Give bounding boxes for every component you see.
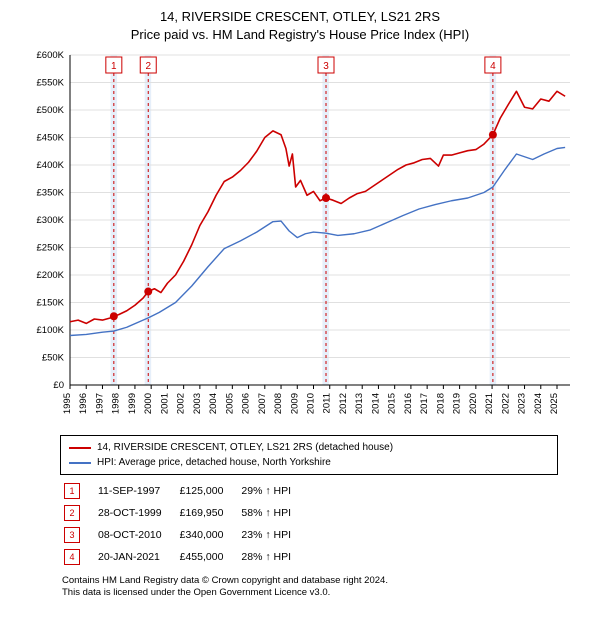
legend-item: HPI: Average price, detached house, Nort… [69, 455, 549, 470]
sale-price: £340,000 [180, 525, 240, 545]
sales-table: 1 11-SEP-1997£125,00029% ↑ HPI 2 28-OCT-199… [62, 479, 309, 569]
sale-price: £455,000 [180, 547, 240, 567]
svg-text:1: 1 [111, 61, 117, 72]
svg-text:£50K: £50K [42, 353, 65, 364]
legend-box: 14, RIVERSIDE CRESCENT, OTLEY, LS21 2RS … [60, 435, 558, 475]
marker-box-icon: 3 [64, 527, 80, 543]
svg-text:2: 2 [145, 61, 151, 72]
sale-delta: 23% ↑ HPI [241, 525, 307, 545]
price-chart: £0 £50K £100K £150K £200K £250K £300K £350K £400… [20, 49, 580, 429]
table-row: 4 20-JAN-2021£455,00028% ↑ HPI [64, 547, 307, 567]
svg-text:£350K: £350K [37, 188, 65, 199]
svg-text:£450K: £450K [37, 133, 65, 144]
svg-text:2022: 2022 [500, 393, 511, 414]
svg-text:2011: 2011 [322, 393, 333, 413]
svg-text:2025: 2025 [549, 393, 560, 414]
svg-text:2016: 2016 [403, 393, 414, 414]
svg-text:2009: 2009 [289, 393, 300, 414]
svg-text:2021: 2021 [484, 393, 495, 414]
svg-text:2001: 2001 [159, 393, 170, 414]
svg-text:£300K: £300K [37, 215, 65, 226]
sale-price: £125,000 [180, 481, 240, 501]
title-address: 14, RIVERSIDE CRESCENT, OTLEY, LS21 2RS [4, 8, 596, 26]
sale-date: 20-JAN-2021 [98, 547, 178, 567]
svg-text:2020: 2020 [468, 393, 479, 414]
sale-date: 11-SEP-1997 [98, 481, 178, 501]
svg-text:£250K: £250K [37, 243, 65, 254]
svg-text:2018: 2018 [435, 393, 446, 414]
footer-line: This data is licensed under the Open Gov… [62, 587, 596, 599]
svg-text:2002: 2002 [176, 393, 187, 414]
svg-text:2023: 2023 [517, 393, 528, 414]
svg-text:£150K: £150K [37, 298, 65, 309]
svg-text:2019: 2019 [452, 393, 463, 414]
sale-delta: 29% ↑ HPI [241, 481, 307, 501]
legend-swatch [69, 462, 91, 464]
svg-text:1996: 1996 [78, 393, 89, 414]
svg-text:£600K: £600K [37, 50, 65, 61]
sale-marker: 4 [64, 547, 96, 567]
svg-text:2013: 2013 [354, 393, 365, 414]
svg-text:£550K: £550K [37, 78, 65, 89]
sale-delta: 28% ↑ HPI [241, 547, 307, 567]
svg-text:2015: 2015 [387, 393, 398, 414]
sale-marker: 3 [64, 525, 96, 545]
svg-text:1999: 1999 [127, 393, 138, 414]
legend-label: HPI: Average price, detached house, Nort… [97, 455, 331, 470]
svg-text:2024: 2024 [533, 393, 544, 414]
sale-marker: 2 [64, 503, 96, 523]
svg-text:4: 4 [490, 61, 496, 72]
svg-text:£100K: £100K [37, 325, 65, 336]
svg-text:2003: 2003 [192, 393, 203, 414]
svg-text:2012: 2012 [338, 393, 349, 414]
marker-box-icon: 2 [64, 505, 80, 521]
marker-box-icon: 1 [64, 483, 80, 499]
sale-date: 28-OCT-1999 [98, 503, 178, 523]
svg-text:£200K: £200K [37, 270, 65, 281]
svg-text:2014: 2014 [370, 393, 381, 414]
sale-marker: 1 [64, 481, 96, 501]
svg-text:2004: 2004 [208, 393, 219, 414]
legend-swatch [69, 447, 91, 449]
chart-title: 14, RIVERSIDE CRESCENT, OTLEY, LS21 2RS … [4, 8, 596, 43]
legend-item: 14, RIVERSIDE CRESCENT, OTLEY, LS21 2RS … [69, 440, 549, 455]
svg-text:£0: £0 [53, 380, 64, 391]
svg-text:£500K: £500K [37, 105, 65, 116]
svg-text:2017: 2017 [419, 393, 430, 414]
svg-text:2005: 2005 [224, 393, 235, 414]
footer-line: Contains HM Land Registry data © Crown c… [62, 575, 596, 587]
footer-attribution: Contains HM Land Registry data © Crown c… [62, 575, 596, 600]
sale-delta: 58% ↑ HPI [241, 503, 307, 523]
table-row: 1 11-SEP-1997£125,00029% ↑ HPI [64, 481, 307, 501]
svg-text:3: 3 [323, 61, 329, 72]
marker-box-icon: 4 [64, 549, 80, 565]
legend-label: 14, RIVERSIDE CRESCENT, OTLEY, LS21 2RS … [97, 440, 393, 455]
sale-date: 08-OCT-2010 [98, 525, 178, 545]
svg-text:1995: 1995 [62, 393, 73, 414]
table-row: 3 08-OCT-2010£340,00023% ↑ HPI [64, 525, 307, 545]
svg-text:£400K: £400K [37, 160, 65, 171]
table-row: 2 28-OCT-1999£169,95058% ↑ HPI [64, 503, 307, 523]
title-subtitle: Price paid vs. HM Land Registry's House … [4, 26, 596, 44]
svg-text:2007: 2007 [257, 393, 268, 414]
svg-text:2010: 2010 [306, 393, 317, 414]
svg-text:1997: 1997 [94, 393, 105, 414]
svg-text:1998: 1998 [111, 393, 122, 414]
svg-text:2000: 2000 [143, 393, 154, 414]
svg-text:2006: 2006 [241, 393, 252, 414]
sale-price: £169,950 [180, 503, 240, 523]
svg-text:2008: 2008 [273, 393, 284, 414]
